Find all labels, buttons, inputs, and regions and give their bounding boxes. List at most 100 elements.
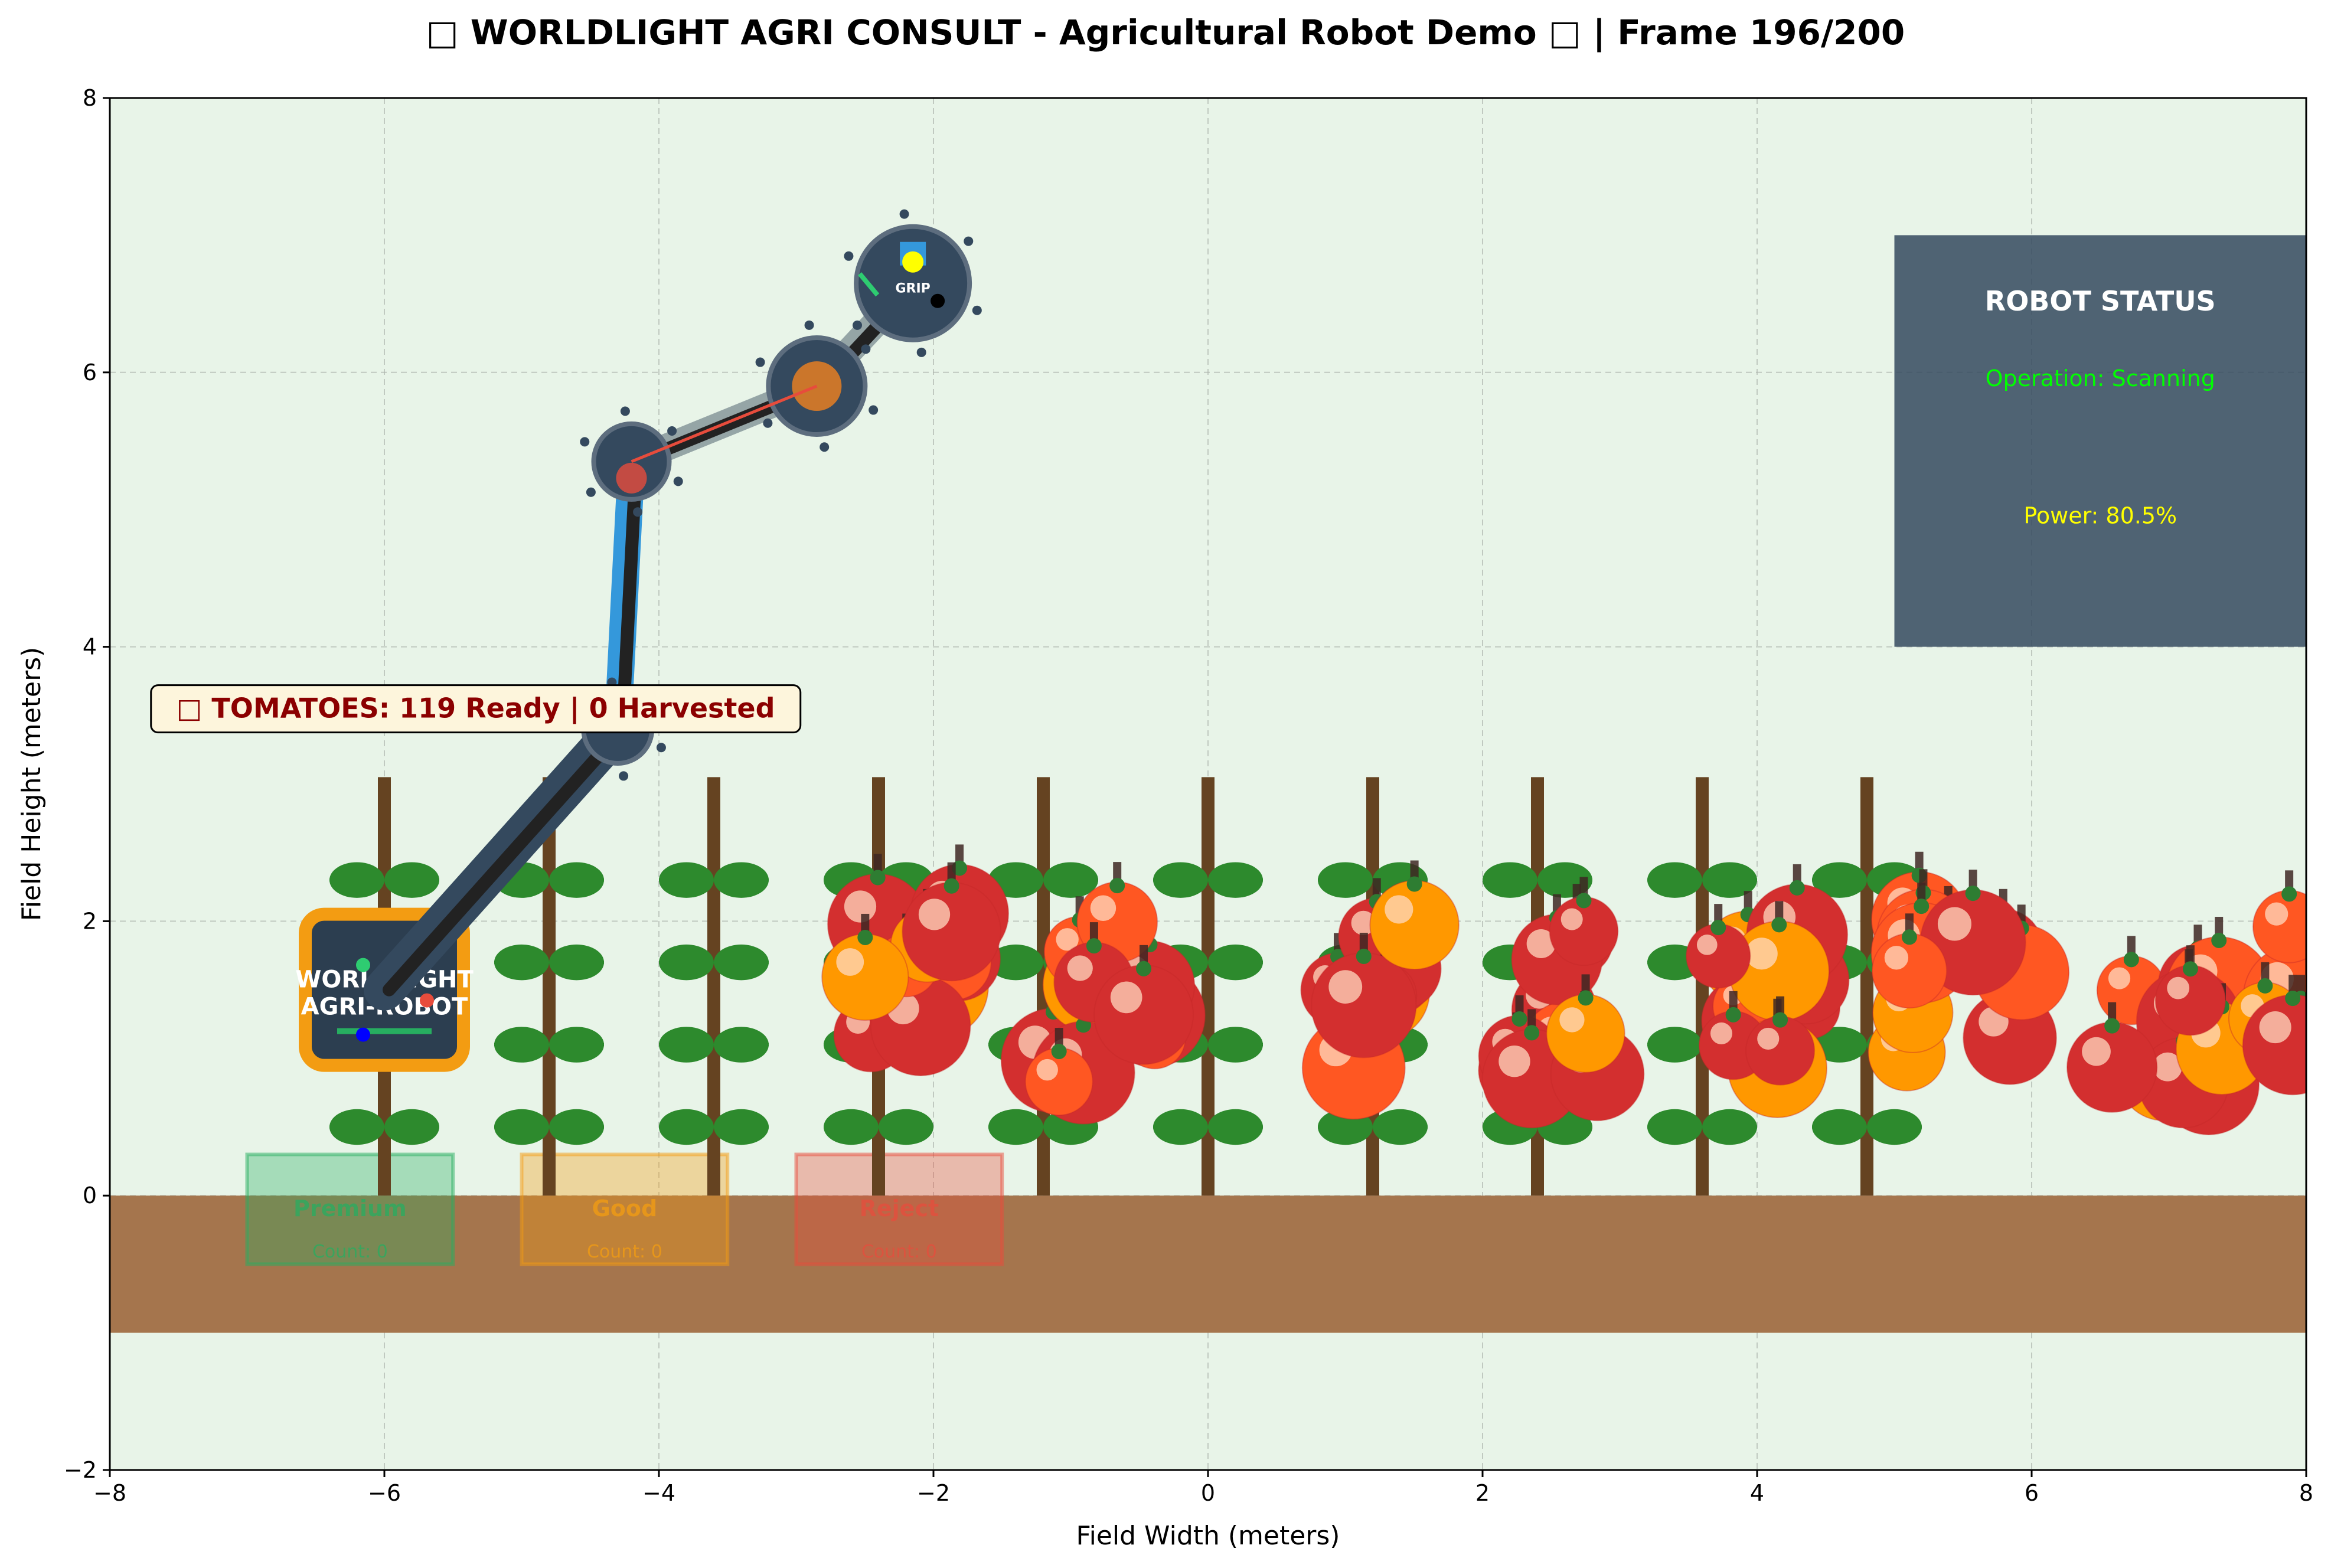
- bin-reject: Reject Count: 0: [794, 1152, 1004, 1266]
- chart-title: □ WORLDLIGHT AGRI CONSULT - Agricultural…: [426, 12, 1905, 53]
- x-axis-label: Field Width (meters): [1076, 1521, 1340, 1551]
- tomato: [821, 933, 909, 1021]
- tomato-highlight: [1884, 946, 1909, 970]
- bin-label: Premium: [293, 1195, 407, 1221]
- leaf: [1373, 1109, 1428, 1145]
- leaf: [1043, 862, 1098, 898]
- x-tick-label: −8: [93, 1480, 126, 1506]
- tomato-layer: [821, 844, 2331, 1136]
- tomato: [2320, 1003, 2331, 1109]
- joint-bolt: [673, 476, 683, 486]
- tomato-calyx: [857, 929, 873, 945]
- tomato-highlight: [1757, 1027, 1780, 1050]
- arm-cable: [383, 723, 629, 997]
- joint-bolt: [580, 437, 590, 447]
- tomato-calyx: [1406, 876, 1422, 892]
- tomato-calyx: [2104, 1018, 2120, 1034]
- y-tick-label: 0: [83, 1182, 97, 1208]
- joint-bolt: [667, 426, 677, 436]
- tomato-cluster: [1686, 864, 1850, 1118]
- x-tick-label: 4: [1750, 1480, 1764, 1506]
- tomato-highlight: [918, 899, 951, 930]
- tomato-highlight: [2082, 1037, 2111, 1066]
- robot-indicator-red: [420, 993, 434, 1008]
- tomato: [1546, 994, 1625, 1073]
- bin-count: Count: 0: [312, 1242, 388, 1262]
- tomato: [2318, 902, 2331, 972]
- tomato-highlight: [1328, 970, 1363, 1004]
- arm-sensor-line: [631, 384, 818, 463]
- bin-box: [245, 1152, 455, 1266]
- x-tick-label: 0: [1201, 1480, 1215, 1506]
- leaf: [329, 862, 384, 898]
- joint-bolt: [575, 753, 585, 763]
- tomato-calyx: [1109, 878, 1125, 894]
- joint-bolt: [820, 442, 830, 452]
- plant: [494, 777, 604, 1196]
- leaf: [714, 1027, 769, 1063]
- joint-bolt: [916, 347, 926, 357]
- robot-indicator-blue: [356, 1027, 370, 1042]
- joint-bolt: [620, 406, 630, 416]
- joint-bolt: [656, 743, 666, 753]
- tomato-calyx: [1771, 917, 1787, 933]
- y-tick-label: 4: [83, 634, 97, 660]
- tomato-banner-text: □ TOMATOES: 119 Ready | 0 Harvested: [177, 692, 775, 725]
- leaf: [1208, 944, 1263, 981]
- tomato-calyx: [1772, 1012, 1788, 1028]
- leaf: [1702, 862, 1757, 898]
- leaf: [1208, 1027, 1263, 1063]
- tomato-highlight: [1560, 908, 1583, 930]
- joint-bolt: [755, 357, 765, 367]
- plot-area: Premium Count: 0 Good Count: 0 Reject Count: …: [109, 97, 2331, 1471]
- x-tick-label: 2: [1475, 1480, 1490, 1506]
- tomato-calyx: [1136, 961, 1152, 976]
- leaf: [1208, 862, 1263, 898]
- leaf: [1812, 1027, 1867, 1063]
- leaf: [1812, 862, 1867, 898]
- bin-count: Count: 0: [861, 1242, 937, 1262]
- joint-motor: [616, 462, 647, 494]
- status-panel: [1894, 235, 2306, 647]
- x-tick-label: −4: [642, 1480, 675, 1506]
- tomato-calyx: [2182, 961, 2198, 977]
- leaf: [1153, 862, 1208, 898]
- x-tick-label: 8: [2299, 1480, 2313, 1506]
- leaf: [549, 944, 604, 981]
- leaf: [879, 1109, 933, 1145]
- tomato-calyx: [1725, 1007, 1741, 1023]
- y-tick-label: 2: [83, 908, 97, 934]
- joint-bolt: [861, 344, 871, 354]
- tomato-highlight: [1710, 1022, 1732, 1044]
- tomato-highlight: [2313, 900, 2331, 934]
- tomato-calyx: [1965, 886, 1981, 901]
- tomato-highlight: [1036, 1059, 1058, 1081]
- leaf: [988, 944, 1043, 981]
- tomato-calyx: [1789, 880, 1805, 896]
- tomato-highlight: [1067, 955, 1093, 981]
- leaf: [1208, 1109, 1263, 1145]
- leaf: [1647, 1027, 1702, 1063]
- tomato: [2327, 985, 2331, 1057]
- leaf: [714, 862, 769, 898]
- tomato: [902, 881, 1001, 982]
- joint-bolt: [633, 507, 643, 517]
- tomato-highlight: [2108, 967, 2131, 989]
- tomato-calyx: [2211, 932, 2227, 948]
- tomato-highlight: [1559, 1007, 1585, 1033]
- tomato-highlight: [2306, 959, 2331, 988]
- tomato-highlight: [1696, 934, 1718, 955]
- leaf: [659, 1027, 714, 1063]
- leaf: [384, 1109, 439, 1145]
- status-title: ROBOT STATUS: [1985, 285, 2216, 317]
- arm-joint: [854, 224, 972, 342]
- tomato-calyx: [870, 870, 886, 886]
- leaf: [1812, 1109, 1867, 1145]
- axes: −8 −6 −4 −2 0 2 4 6 8 −2 0 2 4 6 8: [64, 85, 2313, 1506]
- tomato-highlight: [1499, 1045, 1530, 1077]
- leaf: [1318, 862, 1373, 898]
- bin-count: Count: 0: [587, 1242, 662, 1262]
- tomato-calyx: [1511, 1011, 1527, 1027]
